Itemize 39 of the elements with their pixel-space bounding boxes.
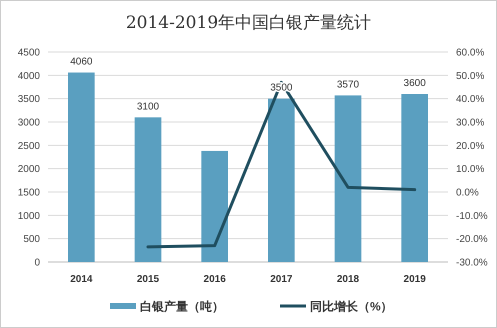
y-tick-label: 2000: [18, 164, 40, 176]
bar: [334, 95, 362, 262]
y2-tick-label: 0.0%: [456, 188, 479, 198]
y-tick-label: 1000: [18, 210, 40, 222]
y2-tick-label: -20.0%: [456, 234, 488, 246]
y-tick-label: 1500: [18, 188, 40, 198]
y-tick-label: 3000: [18, 118, 40, 128]
y-tick-label: 4000: [18, 70, 40, 82]
y-tick-label: 3500: [18, 94, 40, 106]
y2-tick-label: 40.0%: [456, 94, 484, 106]
legend-label: 白银产量（吨）: [140, 300, 224, 314]
bar: [134, 117, 162, 262]
y2-tick-label: 50.0%: [456, 70, 484, 82]
y-tick-label: 500: [23, 234, 40, 246]
y2-tick-label: 30.0%: [456, 118, 484, 128]
x-tick-label: 2019: [404, 274, 426, 285]
data-label: 3600: [404, 78, 426, 89]
chart-title: 2014-2019年中国白银产量统计: [126, 13, 372, 33]
y-tick-label: 2500: [18, 140, 40, 152]
bar: [201, 150, 228, 262]
x-tick-label: 2017: [270, 274, 293, 285]
y2-tick-label: -10.0%: [456, 210, 488, 222]
x-tick-label: 2016: [204, 274, 226, 285]
y2-tick-label: 20.0%: [456, 140, 484, 152]
y-tick-label: 4500: [18, 48, 40, 58]
x-tick-label: 2018: [336, 274, 360, 285]
y2-tick-label: -30.0%: [456, 258, 488, 268]
data-label: 3100: [136, 101, 160, 112]
data-label: 4060: [70, 56, 93, 68]
bar: [401, 94, 428, 262]
y2-tick-label: 10.0%: [456, 164, 484, 176]
x-tick-label: 2014: [70, 274, 93, 285]
bar: [268, 98, 295, 262]
legend-label: 同比增长（%）: [310, 300, 393, 314]
x-tick-label: 2015: [136, 274, 160, 285]
y2-tick-label: 60.0%: [456, 48, 484, 58]
bar: [68, 72, 95, 262]
y-tick-label: 0: [34, 258, 40, 268]
data-label: 3570: [336, 79, 360, 90]
